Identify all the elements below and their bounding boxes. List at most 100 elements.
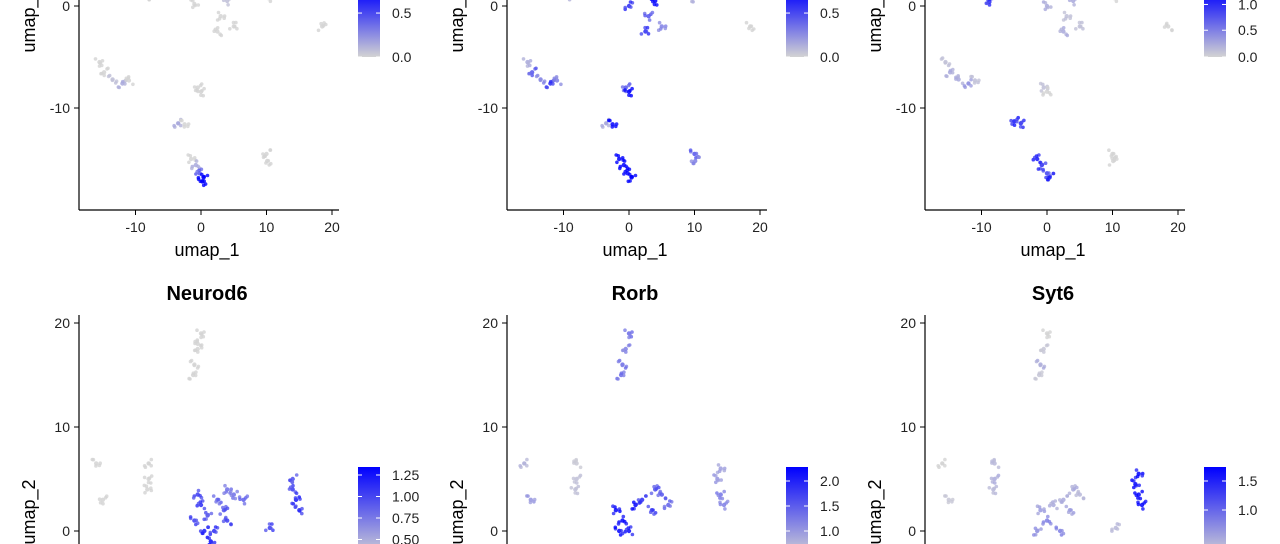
point xyxy=(190,166,194,171)
point xyxy=(948,68,953,73)
point xyxy=(245,494,250,499)
point xyxy=(969,77,973,82)
point xyxy=(633,173,638,178)
point xyxy=(611,504,615,509)
point xyxy=(1107,163,1112,167)
point xyxy=(1038,160,1042,165)
point xyxy=(1045,177,1050,182)
point xyxy=(643,13,647,18)
point xyxy=(198,493,202,498)
point xyxy=(1070,512,1074,516)
point xyxy=(578,465,583,470)
point xyxy=(616,377,620,381)
point xyxy=(1049,501,1053,506)
point xyxy=(1042,509,1047,514)
legend-gradient xyxy=(358,467,380,544)
point xyxy=(209,511,214,516)
point xyxy=(188,377,192,381)
point xyxy=(990,461,994,465)
point xyxy=(146,480,151,485)
point xyxy=(1062,10,1067,15)
point xyxy=(1133,491,1137,495)
legend-label: 0.50 xyxy=(392,532,419,544)
point xyxy=(94,464,98,468)
legend-label: 1.00 xyxy=(392,489,419,505)
point xyxy=(992,476,997,482)
y-tick-label: 20 xyxy=(54,315,70,331)
x-tick-label: -10 xyxy=(971,219,991,235)
point xyxy=(526,494,530,498)
point xyxy=(172,123,176,128)
point xyxy=(202,506,207,511)
point xyxy=(1115,527,1120,531)
point xyxy=(943,463,947,468)
point xyxy=(626,179,631,184)
point xyxy=(970,74,974,79)
point xyxy=(91,457,96,462)
point xyxy=(614,122,619,126)
point xyxy=(1039,527,1043,531)
point xyxy=(1134,468,1139,472)
point xyxy=(620,85,625,89)
point xyxy=(1137,483,1141,488)
point xyxy=(207,536,211,540)
point xyxy=(623,169,627,174)
point xyxy=(1045,343,1050,347)
point xyxy=(200,172,204,177)
point xyxy=(192,363,197,368)
point xyxy=(649,0,654,2)
point xyxy=(658,27,663,31)
point xyxy=(1080,20,1084,25)
point xyxy=(714,480,718,485)
point xyxy=(203,182,208,186)
point xyxy=(1059,500,1064,504)
point xyxy=(559,82,563,87)
point xyxy=(149,463,153,468)
point xyxy=(623,366,628,370)
legend-label: 1.25 xyxy=(392,467,419,483)
point xyxy=(630,86,634,91)
point xyxy=(1114,0,1119,4)
point xyxy=(1041,522,1045,526)
point xyxy=(209,541,214,544)
point xyxy=(1067,0,1072,3)
y-tick-label: 10 xyxy=(482,419,498,435)
point xyxy=(943,61,948,65)
point xyxy=(196,488,201,493)
point xyxy=(950,497,955,502)
point xyxy=(1072,3,1076,7)
y-tick-label: -10 xyxy=(896,100,916,116)
point xyxy=(213,525,218,529)
point xyxy=(613,525,618,530)
point xyxy=(992,457,996,462)
y-axis-title: umap_2 xyxy=(865,479,886,544)
point xyxy=(211,494,216,498)
point xyxy=(1051,171,1056,176)
point xyxy=(747,26,751,31)
point xyxy=(103,496,108,500)
point xyxy=(620,531,625,536)
point xyxy=(316,28,321,33)
point xyxy=(264,528,268,533)
point xyxy=(229,489,233,494)
legend-colorbar: 1.25 1.00 0.75 0.50 xyxy=(358,467,419,544)
x-axis-title: umap_1 xyxy=(1020,240,1085,261)
point xyxy=(1012,123,1017,127)
point xyxy=(1074,0,1077,1)
point xyxy=(192,85,197,89)
point xyxy=(616,359,621,364)
x-tick-label: 0 xyxy=(1043,219,1051,235)
point xyxy=(222,16,226,21)
point xyxy=(1022,118,1026,123)
point xyxy=(145,487,150,492)
point xyxy=(995,475,1000,479)
point xyxy=(1015,119,1019,124)
point xyxy=(214,530,218,534)
point xyxy=(268,0,273,4)
point xyxy=(1140,489,1144,494)
x-tick-label: 10 xyxy=(687,219,703,235)
point xyxy=(624,164,628,169)
point xyxy=(196,175,201,180)
point xyxy=(195,328,199,333)
point xyxy=(652,484,656,489)
